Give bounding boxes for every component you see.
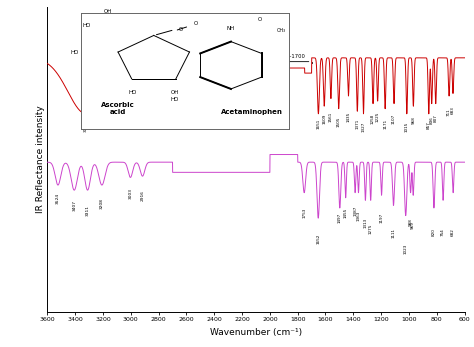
Text: 754: 754 <box>441 228 445 236</box>
Text: 3322: 3322 <box>84 121 88 133</box>
Text: 3003: 3003 <box>128 188 132 198</box>
Text: 1023: 1023 <box>404 244 408 254</box>
Text: 2916: 2916 <box>140 190 145 201</box>
Text: 3208: 3208 <box>100 198 104 209</box>
Text: 2881: 2881 <box>146 81 149 92</box>
Text: 1387: 1387 <box>353 205 357 216</box>
Text: 3107: 3107 <box>114 96 118 107</box>
Text: 3159: 3159 <box>107 91 111 102</box>
Text: 1497: 1497 <box>338 213 342 223</box>
Text: 1651: 1651 <box>316 119 320 129</box>
Text: 988: 988 <box>409 218 412 226</box>
Text: 857: 857 <box>427 121 431 129</box>
Text: 1609: 1609 <box>322 114 326 124</box>
Text: 3524: 3524 <box>56 193 60 204</box>
Text: 1313: 1313 <box>364 218 367 228</box>
Text: 1561: 1561 <box>329 111 333 121</box>
Text: 1015: 1015 <box>405 121 409 132</box>
Text: 3407: 3407 <box>72 200 76 211</box>
Text: 1327: 1327 <box>362 121 365 132</box>
Text: 1171: 1171 <box>383 119 387 129</box>
Y-axis label: IR Reflectance intensity: IR Reflectance intensity <box>36 106 45 213</box>
Text: 1275: 1275 <box>369 223 373 234</box>
Text: 1197: 1197 <box>380 213 383 223</box>
Text: 1435: 1435 <box>346 111 350 121</box>
Text: 1107: 1107 <box>392 114 396 124</box>
Text: 1258: 1258 <box>371 114 375 124</box>
Text: 2794: 2794 <box>157 81 162 92</box>
Text: 1505: 1505 <box>337 116 341 127</box>
Text: 968: 968 <box>411 116 415 124</box>
Text: 1363: 1363 <box>356 211 360 221</box>
Text: 820: 820 <box>432 228 436 236</box>
Text: 1225: 1225 <box>375 111 380 122</box>
Text: 969: 969 <box>411 221 415 229</box>
Text: 1753: 1753 <box>302 208 306 218</box>
Text: 711: 711 <box>447 109 451 116</box>
Text: 807: 807 <box>434 114 438 122</box>
Text: 1371: 1371 <box>356 119 359 129</box>
Text: 683: 683 <box>451 106 455 114</box>
Text: 836: 836 <box>430 116 434 124</box>
X-axis label: Wavenumber (cm⁻¹): Wavenumber (cm⁻¹) <box>210 328 302 337</box>
Text: 3311: 3311 <box>86 205 90 217</box>
Text: 682: 682 <box>451 228 455 236</box>
Text: 3035: 3035 <box>124 86 128 97</box>
Text: 1652: 1652 <box>316 234 320 244</box>
Text: 2000-1700: 2000-1700 <box>276 54 305 59</box>
Text: 1455: 1455 <box>344 208 347 218</box>
Text: 1111: 1111 <box>392 228 395 238</box>
